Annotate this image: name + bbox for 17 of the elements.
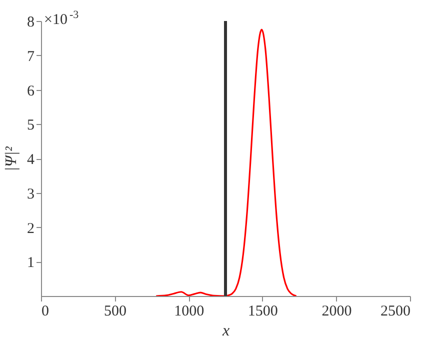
y-tick-label: 7 [27,48,35,65]
y-tick-label: 2 [27,220,34,237]
x-tick-label: 2000 [322,304,352,320]
x-tick-label: 1500 [248,304,278,320]
y-tick-label: 1 [27,255,34,272]
y-tick-label: 5 [27,118,34,134]
y-axis-title: |Ψ|² [3,145,20,172]
x-tick-label: 1000 [174,304,204,320]
y-tick-label: 8 [27,14,34,30]
x-axis-title: x [221,322,230,337]
x-tick-label: 500 [104,304,127,320]
x-tick-label: 2500 [380,304,410,320]
y-tick-label: 4 [27,152,35,168]
x-tick-label: 0 [42,304,49,320]
y-tick-label: 3 [27,186,34,202]
line-series [155,28,298,296]
y-tick-label: 6 [27,83,35,100]
